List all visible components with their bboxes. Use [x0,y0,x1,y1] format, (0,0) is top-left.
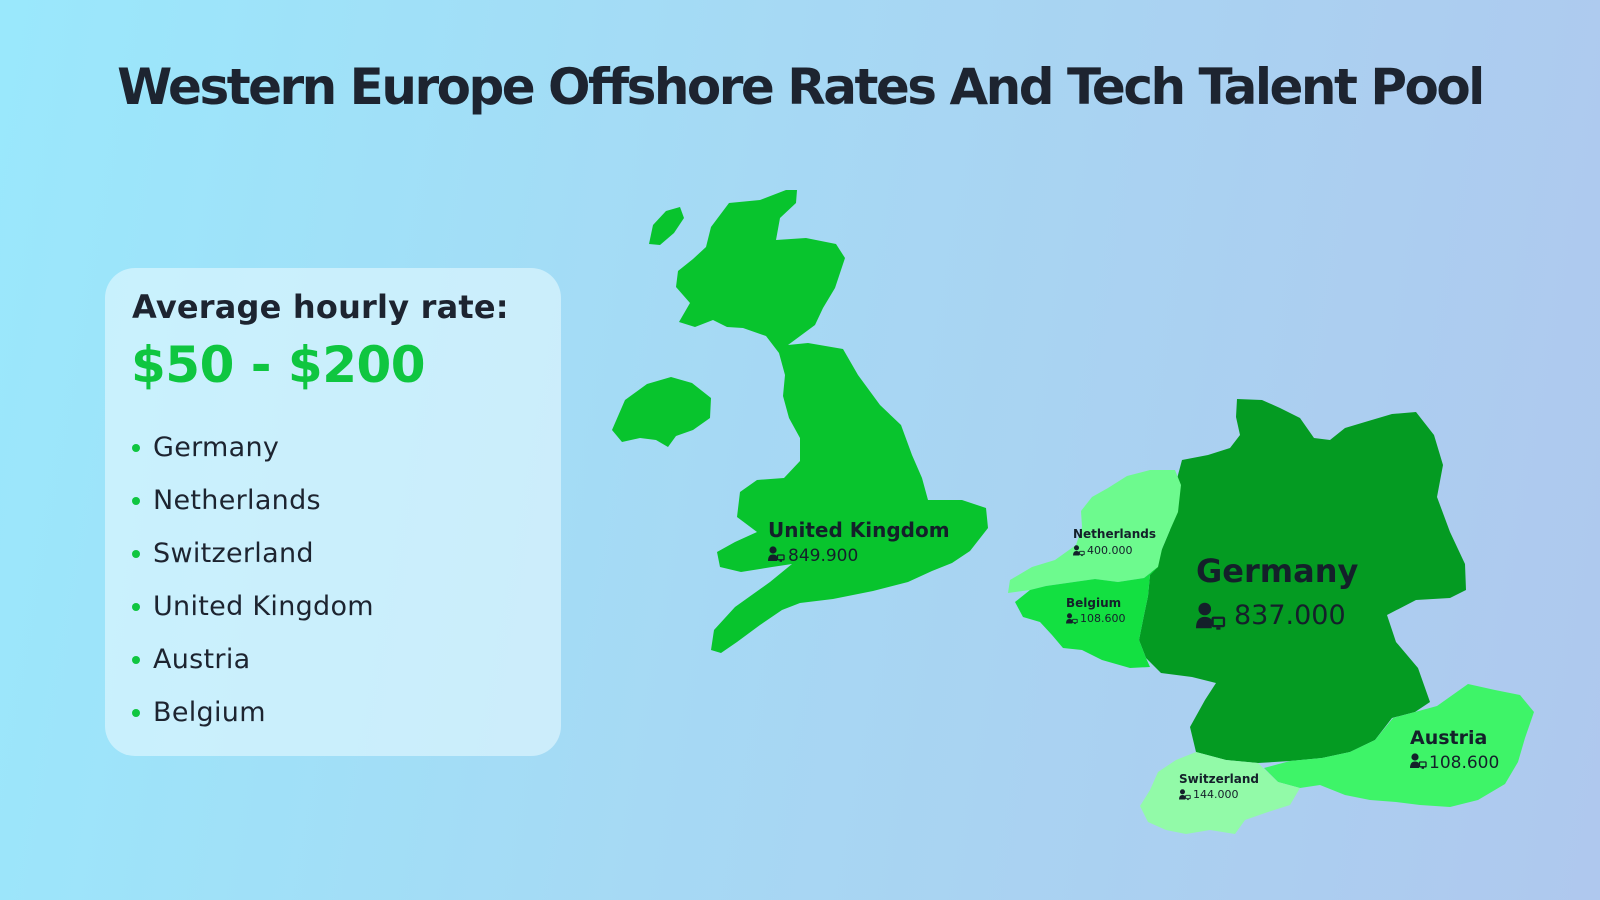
rate-card-heading: Average hourly rate: [132,288,509,326]
region-netherlands [1008,470,1181,593]
talent-pool-united-kingdom: 849.900 [788,546,858,566]
country-list-item: United Kingdom [131,591,374,644]
hourly-rate-value: $50 - $200 [131,336,426,394]
talent-pool-austria: 108.600 [1429,753,1499,773]
region-united-kingdom-northern-ireland [612,377,711,447]
region-united-kingdom-hebrides [649,207,684,245]
region-label-switzerland: Switzerland [1179,772,1259,786]
region-united-kingdom [676,190,988,653]
region-label-belgium: Belgium [1066,596,1121,610]
region-label-netherlands: Netherlands [1073,527,1156,541]
page-title: Western Europe Offshore Rates And Tech T… [117,58,1485,116]
region-belgium [1015,567,1158,668]
region-austria [1264,684,1534,807]
talent-pool-netherlands: 400.000 [1087,544,1133,557]
country-list-item: Switzerland [131,538,374,591]
region-label-germany: Germany [1196,552,1358,590]
country-list-item: Austria [131,644,374,697]
talent-pool-switzerland: 144.000 [1193,788,1239,801]
region-label-austria: Austria [1410,727,1487,749]
rate-card: Average hourly rate: $50 - $200 Germany … [105,268,561,756]
region-label-united-kingdom: United Kingdom [768,518,950,542]
talent-pool-germany: 837.000 [1234,600,1346,631]
country-list-item: Belgium [131,697,374,750]
region-germany [1139,399,1466,763]
talent-pool-belgium: 108.600 [1080,612,1126,625]
country-list-item: Germany [131,432,374,485]
country-list: Germany Netherlands Switzerland United K… [131,432,374,750]
region-switzerland [1140,752,1300,834]
country-list-item: Netherlands [131,485,374,538]
